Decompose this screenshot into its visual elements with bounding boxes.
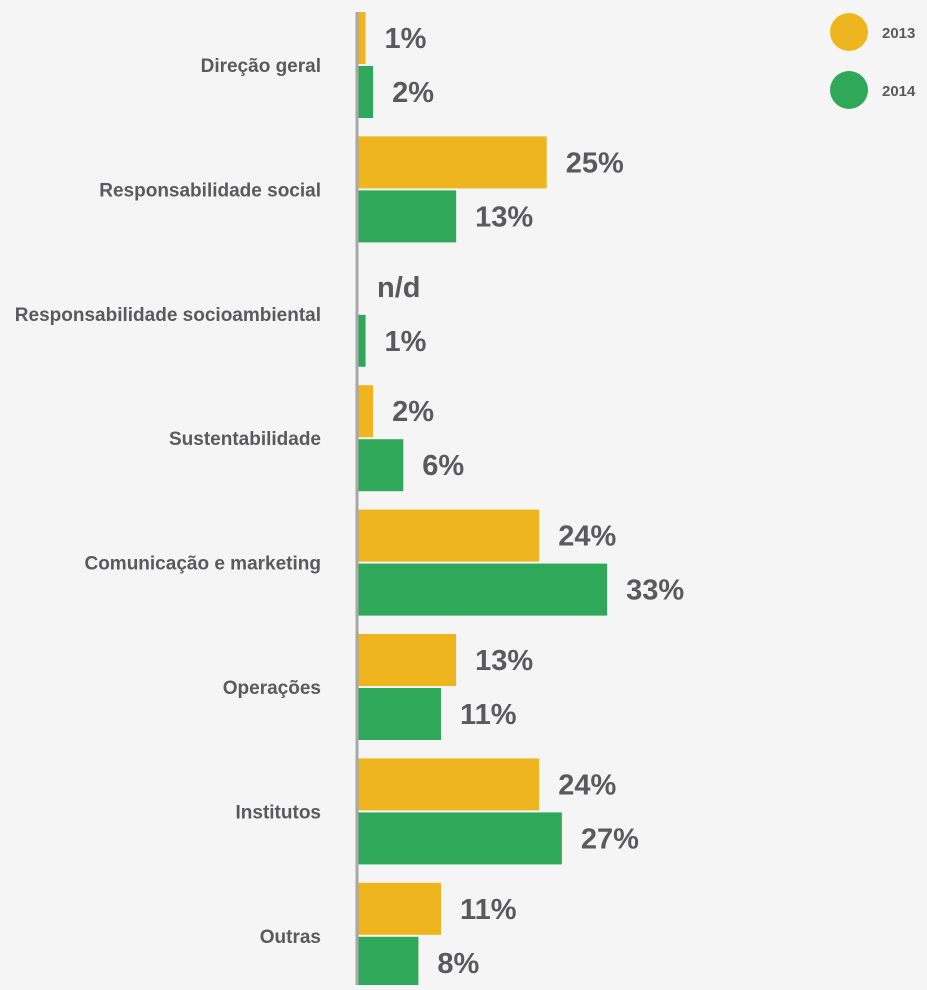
data-label: 24% — [558, 769, 616, 801]
bars-layer — [358, 12, 608, 989]
labels-layer: Direção geral 1% 2% Responsabilidade social… — [15, 23, 685, 980]
bar-2013 — [358, 136, 547, 189]
legend-swatch-2013 — [830, 13, 868, 51]
bar-2014 — [358, 190, 457, 243]
data-label: 2% — [392, 77, 434, 109]
data-label: 8% — [437, 948, 479, 980]
bar-2014 — [358, 936, 419, 989]
data-label: n/d — [377, 272, 421, 304]
category-label: Operações — [223, 678, 321, 699]
category-label: Responsabilidade social — [99, 180, 321, 201]
bar-2014 — [358, 314, 366, 367]
bar-2013 — [358, 12, 366, 64]
data-label: 13% — [475, 645, 533, 677]
bar-2013 — [358, 758, 540, 811]
legend: 2013 2014 — [830, 13, 916, 109]
data-label: 27% — [581, 823, 639, 855]
category-label: Responsabilidade socioambiental — [15, 305, 321, 326]
category-label: Institutos — [236, 802, 322, 823]
data-label: 2% — [392, 396, 434, 428]
bar-2013 — [358, 634, 457, 686]
category-label: Sustentabilidade — [169, 429, 321, 450]
data-label: 1% — [385, 326, 427, 358]
bar-2013 — [358, 385, 374, 438]
bar-2014 — [358, 812, 562, 865]
category-label: Direção geral — [201, 56, 321, 77]
bar-2014 — [358, 688, 442, 740]
bar-2013 — [358, 882, 442, 935]
category-label: Outras — [260, 927, 321, 948]
data-label: 11% — [460, 894, 517, 926]
bar-2014 — [358, 439, 404, 492]
data-label: 24% — [558, 521, 616, 553]
data-label: 11% — [460, 699, 517, 731]
legend-label: 2014 — [882, 83, 916, 100]
legend-swatch-2014 — [830, 71, 868, 109]
data-label: 13% — [475, 201, 533, 233]
data-label: 1% — [385, 23, 427, 55]
legend-label: 2013 — [882, 25, 915, 42]
bar-2014 — [358, 563, 608, 616]
data-label: 25% — [566, 147, 624, 179]
bar-2014 — [358, 66, 374, 118]
data-label: 6% — [422, 450, 464, 482]
bar-2013 — [358, 509, 540, 562]
data-label: 33% — [626, 575, 684, 607]
category-label: Comunicação e marketing — [84, 554, 321, 575]
